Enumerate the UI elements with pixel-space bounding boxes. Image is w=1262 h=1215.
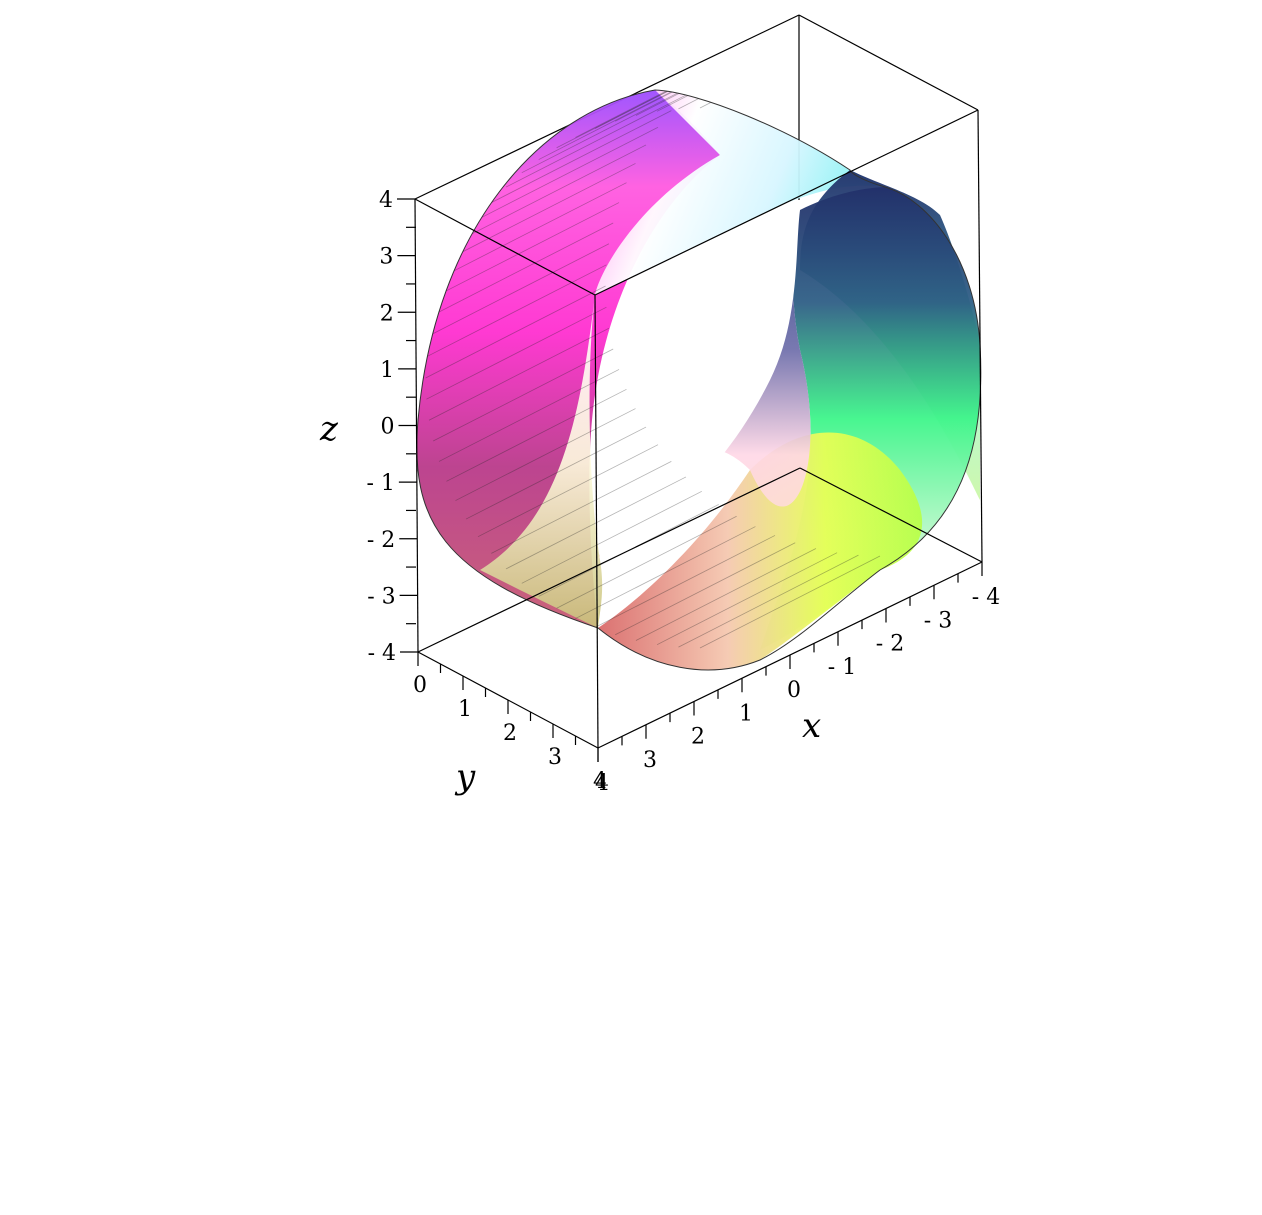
box-edge: [594, 109, 979, 296]
mesh-line: [428, 243, 610, 337]
mesh-line: [455, 163, 636, 256]
mesh-line: [678, 554, 859, 648]
mesh-line: [425, 285, 606, 379]
mesh-line: [635, 90, 817, 116]
mesh-line: [678, 90, 859, 110]
x-far-tick-label: 2: [691, 725, 705, 750]
z-tick-label: 3: [379, 245, 393, 270]
mesh-line: [477, 444, 659, 538]
x-tick-label: - 1: [828, 655, 856, 680]
z-tick-label: 2: [380, 301, 394, 326]
z-tick-label: - 4: [368, 641, 396, 666]
axis-ticks: [397, 198, 983, 762]
mesh-line: [699, 555, 881, 649]
box-edge: [414, 198, 596, 296]
z-tick-label: - 1: [366, 471, 394, 496]
box-edge: [977, 109, 983, 563]
mesh-line: [428, 327, 610, 421]
mesh-line: [575, 526, 756, 619]
mesh-line: [556, 515, 737, 609]
z-tick-label: 0: [381, 415, 395, 440]
mesh-line: [465, 144, 647, 238]
x-tick-label: - 4: [972, 585, 1000, 610]
mesh-line: [521, 490, 702, 584]
y-axis-label: y: [454, 757, 476, 797]
mesh-line: [556, 90, 737, 149]
mesh-line: [538, 90, 719, 160]
mesh-line: [615, 90, 796, 122]
mesh-line: [426, 306, 607, 400]
x-tick-label: - 2: [876, 632, 904, 657]
mesh-line: [656, 90, 838, 112]
mesh-line: [465, 426, 647, 520]
surface-top: [595, 90, 885, 295]
z-axis-label: z: [319, 409, 339, 449]
y-tick-label: 0: [413, 673, 427, 698]
y-tick-label: 4: [593, 769, 607, 794]
mesh-line: [505, 94, 687, 188]
box-edge: [798, 14, 979, 111]
z-tick-label: 4: [379, 188, 393, 213]
z-tick-label: - 2: [367, 528, 395, 553]
box-edge: [594, 294, 599, 749]
mesh-line: [477, 126, 659, 220]
x-tick-label: 0: [787, 678, 801, 703]
mesh-line: [656, 552, 838, 646]
mesh-line: [491, 460, 672, 554]
x-far-tick-label: 3: [643, 748, 657, 773]
z-tick-label: 1: [380, 358, 394, 383]
mesh-line: [594, 535, 776, 628]
y-tick-label: 1: [458, 697, 472, 722]
x-axis-label: x: [802, 706, 821, 746]
x-tick-label: - 3: [924, 608, 952, 633]
surface-hole: [600, 210, 800, 560]
mesh-line: [594, 90, 776, 129]
z-tick-label: - 3: [367, 584, 395, 609]
mesh-line: [438, 369, 620, 462]
surface-band: [416, 89, 982, 671]
mesh-line: [615, 542, 796, 636]
surface-outline: [416, 89, 982, 671]
y-tick-label: 3: [548, 745, 562, 770]
mesh-line: [432, 348, 614, 442]
mesh-line: [521, 90, 702, 174]
mesh-line: [699, 90, 881, 109]
mesh-line: [455, 408, 636, 501]
x-far-tick-label: 4: [595, 771, 609, 796]
mesh-line: [446, 388, 627, 482]
mesh-line: [438, 202, 620, 295]
mesh-line: [446, 182, 627, 276]
box-edge: [417, 467, 801, 653]
surface-bottom: [598, 432, 923, 670]
box-edge: [799, 467, 983, 563]
y-tick-label: 2: [503, 721, 517, 746]
x-far-tick-label: 1: [739, 701, 753, 726]
mesh-line: [426, 264, 607, 358]
mesh-line: [432, 222, 614, 316]
mesh-line: [491, 110, 672, 204]
surface-inner-left: [480, 295, 603, 628]
mesh-line: [635, 548, 817, 641]
